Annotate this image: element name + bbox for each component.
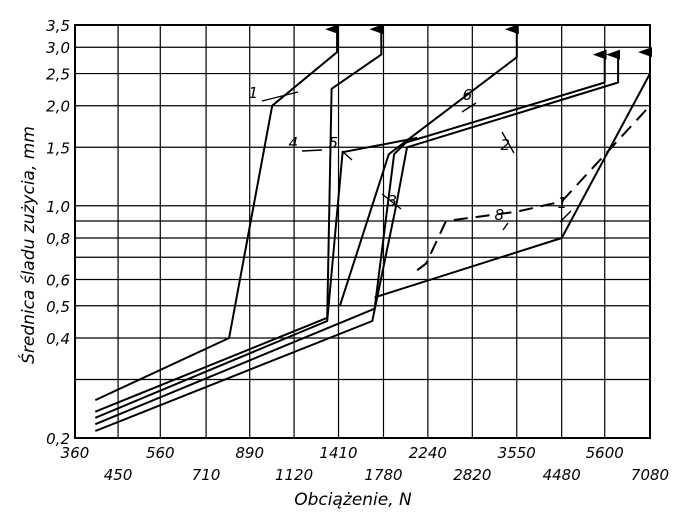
x-tick-label: 5600 <box>586 444 624 462</box>
curve-label-7: 1 <box>557 194 567 212</box>
y-tick-label: 2,5 <box>46 66 70 84</box>
y-tick-label: 1,0 <box>46 198 70 216</box>
x-tick-label: 4480 <box>543 466 581 484</box>
y-tick-label: 0,6 <box>46 271 70 289</box>
y-tick-label: 1,5 <box>46 139 70 157</box>
curve-leader-line <box>341 150 353 161</box>
curve-leader-line <box>502 222 509 231</box>
curve-label-2: 2 <box>500 136 510 154</box>
x-tick-label: 450 <box>104 466 133 484</box>
curve-leader-line <box>501 131 515 154</box>
curve-leader-line <box>461 102 477 113</box>
tick-labels: 360 560 890 1410 2240 3550 5600 450 710 1120 1780 2… <box>46 17 669 484</box>
x-tick-label: 7080 <box>631 466 669 484</box>
x-tick-label: 2820 <box>453 466 491 484</box>
curve-label-4: 4 <box>288 134 298 152</box>
curve-label-8: 8 <box>494 206 504 224</box>
x-tick-label: 3550 <box>498 444 536 462</box>
y-tick-label: 0,2 <box>46 430 70 448</box>
x-tick-label: 560 <box>146 444 175 462</box>
series-line-4 <box>94 24 384 413</box>
curve-labels: 1 4 5 6 2 3 8 1 <box>248 84 572 231</box>
y-tick-label: 2,0 <box>46 98 70 116</box>
curve-label-3: 3 <box>387 192 397 210</box>
x-axis-title: Obciążenie, N <box>294 490 412 510</box>
curve-leader-line <box>301 149 323 152</box>
curve-leader-line <box>381 193 402 210</box>
y-tick-label: 3,5 <box>46 17 70 35</box>
x-tick-label: 890 <box>235 444 264 462</box>
x-tick-label: 1410 <box>319 444 357 462</box>
x-tick-label: 2240 <box>409 444 447 462</box>
y-tick-label: 0,4 <box>46 330 70 348</box>
series-line-5 <box>94 136 418 419</box>
curve-label-6: 6 <box>462 86 472 104</box>
curve-label-1: 1 <box>248 84 258 102</box>
x-tick-label: 710 <box>192 466 221 484</box>
y-tick-label: 0,8 <box>46 230 70 248</box>
y-tick-label: 3,0 <box>46 39 70 57</box>
curve-leader-line <box>559 210 572 223</box>
plot-frame <box>74 24 651 439</box>
curve-label-5: 5 <box>328 134 338 152</box>
series-line-7 <box>374 47 652 299</box>
series-line-2 <box>94 49 607 426</box>
x-tick-label: 1120 <box>275 466 313 484</box>
y-axis-title: Średnica śladu zużycia, mm <box>17 126 39 364</box>
curve-leader-line <box>261 91 299 102</box>
series-line-8 <box>416 105 651 272</box>
curves <box>94 24 652 432</box>
series-line-1 <box>94 24 340 402</box>
grid <box>74 24 651 439</box>
x-tick-label: 360 <box>61 444 90 462</box>
x-tick-label: 1780 <box>364 466 402 484</box>
y-tick-label: 0,5 <box>46 298 70 316</box>
series-line-6 <box>338 24 519 307</box>
series-line-3 <box>94 49 621 432</box>
